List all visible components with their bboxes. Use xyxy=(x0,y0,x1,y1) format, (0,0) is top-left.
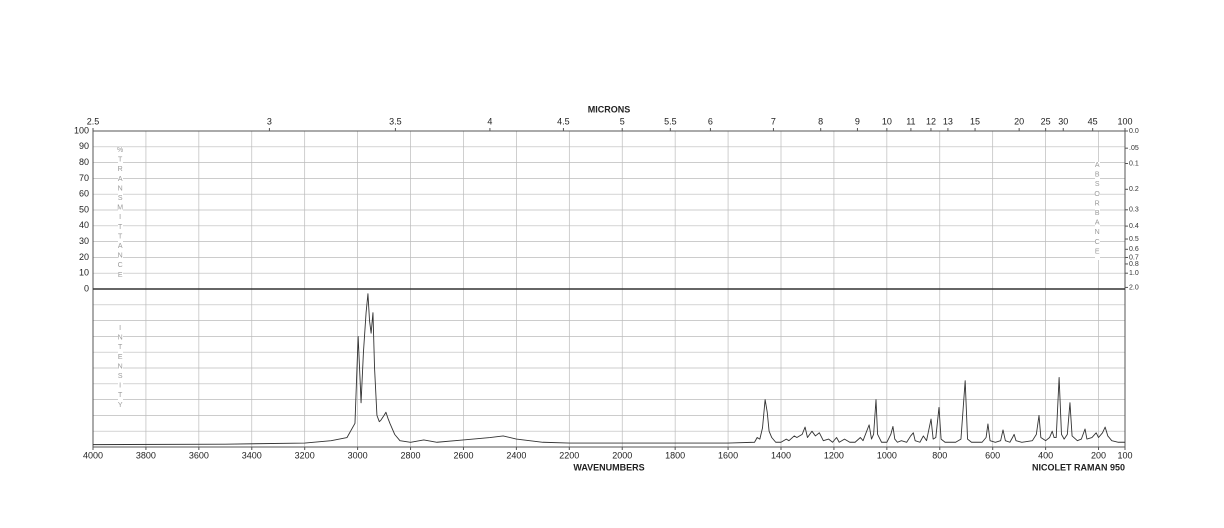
y-tick-label: 40 xyxy=(79,220,89,230)
x2-tick-label: 4.5 xyxy=(557,116,570,126)
y-tick-label: 20 xyxy=(79,252,89,262)
instrument-label: NICOLET RAMAN 950 xyxy=(1032,462,1125,472)
y2-tick-label: 1.0 xyxy=(1129,270,1139,277)
x-tick-label: 2200 xyxy=(559,450,579,460)
x-tick-label: 1200 xyxy=(824,450,844,460)
x-tick-label: 1800 xyxy=(665,450,685,460)
y-tick-label: 60 xyxy=(79,189,89,199)
y-tick-label: 10 xyxy=(79,268,89,278)
label-bg xyxy=(1095,162,1100,260)
x2-tick-label: 20 xyxy=(1014,116,1024,126)
x2-tick-label: 12 xyxy=(926,116,936,126)
y2-tick-label: 0.8 xyxy=(1129,261,1139,268)
x-tick-label: 3200 xyxy=(295,450,315,460)
y2-tick-label: 0.2 xyxy=(1129,186,1139,193)
x2-tick-label: 3 xyxy=(267,116,272,126)
x-tick-label: 4000 xyxy=(83,450,103,460)
y2-tick-label: 0.4 xyxy=(1129,223,1139,230)
y-tick-label: 80 xyxy=(79,157,89,167)
x-tick-label: 1600 xyxy=(718,450,738,460)
x-tick-label: 2000 xyxy=(612,450,632,460)
x2-tick-label: 9 xyxy=(855,116,860,126)
y-tick-label: 50 xyxy=(79,204,89,214)
x-tick-label: 3600 xyxy=(189,450,209,460)
x2-tick-label: 10 xyxy=(882,116,892,126)
x2-tick-label: 5.5 xyxy=(664,116,677,126)
x-tick-label: 3400 xyxy=(242,450,262,460)
top-axis-title: MICRONS xyxy=(588,104,631,114)
x-tick-label: 800 xyxy=(932,450,947,460)
x2-tick-label: 8 xyxy=(818,116,823,126)
x-tick-label: 1400 xyxy=(771,450,791,460)
x2-tick-label: 100 xyxy=(1117,116,1132,126)
x-axis-title: WAVENUMBERS xyxy=(573,462,644,472)
y2-tick-label: 0.0 xyxy=(1129,128,1139,135)
x-tick-label: 3800 xyxy=(136,450,156,460)
x2-tick-label: 45 xyxy=(1088,116,1098,126)
y-tick-label: 100 xyxy=(74,125,89,135)
y2-tick-label: 0.3 xyxy=(1129,207,1139,214)
x-tick-label: 1000 xyxy=(877,450,897,460)
y2-tick-label: 0.5 xyxy=(1129,236,1139,243)
y-tick-label: 70 xyxy=(79,173,89,183)
x-tick-label: 3000 xyxy=(348,450,368,460)
y2-tick-label: 2.0 xyxy=(1129,284,1139,291)
x-tick-label: 2600 xyxy=(453,450,473,460)
x2-tick-label: 30 xyxy=(1058,116,1068,126)
x2-tick-label: 5 xyxy=(620,116,625,126)
spectrum-line xyxy=(92,293,1125,446)
y-tick-label: 30 xyxy=(79,236,89,246)
x-tick-label: 600 xyxy=(985,450,1000,460)
x2-tick-label: 25 xyxy=(1041,116,1051,126)
x-tick-label: 100 xyxy=(1117,450,1132,460)
y2-tick-label: 0.6 xyxy=(1129,246,1139,253)
right-axis-title: ABSORBANCE xyxy=(1093,162,1100,258)
x-tick-label: 2400 xyxy=(506,450,526,460)
x2-tick-label: 13 xyxy=(943,116,953,126)
y2-tick-label: 0.7 xyxy=(1129,254,1139,261)
x2-tick-label: 6 xyxy=(708,116,713,126)
left-axis-title: %TRANSMITTANCE xyxy=(117,147,124,281)
x2-tick-label: 15 xyxy=(970,116,980,126)
x2-tick-label: 2.5 xyxy=(87,116,100,126)
x2-tick-label: 7 xyxy=(771,116,776,126)
x2-tick-label: 11 xyxy=(906,116,915,126)
label-bg xyxy=(118,147,123,277)
intensity-axis-title: INTENSITY xyxy=(117,325,124,411)
y-tick-label: 90 xyxy=(79,141,89,151)
x2-tick-label: 4 xyxy=(487,116,492,126)
x2-tick-label: 3.5 xyxy=(389,116,402,126)
label-bg xyxy=(118,325,123,413)
y2-tick-label: 0.1 xyxy=(1129,160,1139,167)
x-tick-label: 200 xyxy=(1091,450,1106,460)
x-tick-label: 400 xyxy=(1038,450,1053,460)
x-tick-label: 2800 xyxy=(401,450,421,460)
y2-tick-label: .05 xyxy=(1129,145,1139,152)
y-tick-label: 0 xyxy=(84,283,89,293)
